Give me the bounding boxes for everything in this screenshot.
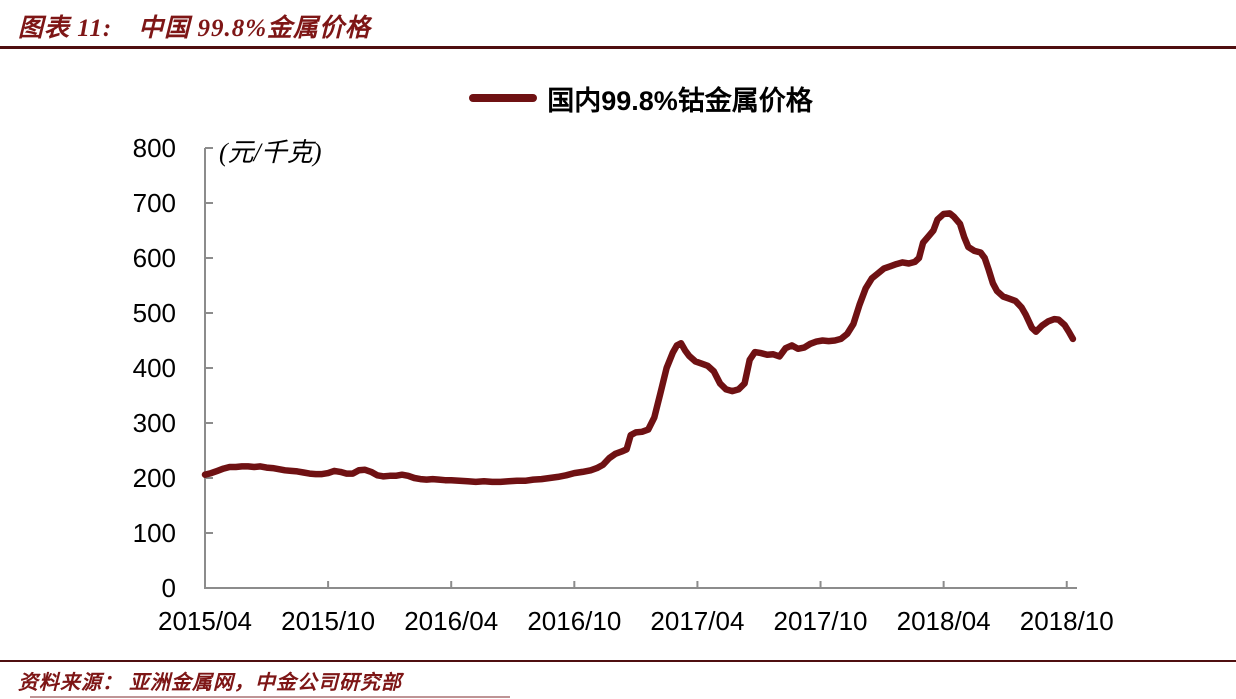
x-axis-tick-label: 2017/04 — [650, 606, 744, 636]
y-axis-tick-label: 200 — [133, 463, 176, 493]
source-note: 资料来源： 亚洲金属网，中金公司研究部 — [18, 672, 402, 694]
chart-title-text: 中国 99.8%金属价格 — [138, 15, 372, 42]
x-axis-tick-label: 2017/10 — [774, 606, 868, 636]
y-axis-tick-label: 500 — [133, 298, 176, 328]
x-axis-tick-label: 2018/04 — [897, 606, 991, 636]
y-axis-tick-label: 700 — [133, 188, 176, 218]
cobalt-price-line — [201, 210, 1077, 486]
x-axis-tick-label: 2015/04 — [158, 606, 252, 636]
x-axis-tick-label: 2015/10 — [281, 606, 375, 636]
y-axis-tick-label: 0 — [162, 573, 176, 603]
x-axis-tick-label: 2016/10 — [527, 606, 621, 636]
x-axis-tick-label: 2016/04 — [404, 606, 498, 636]
y-axis-tick-label: 800 — [133, 133, 176, 163]
title-underline-rule — [0, 46, 1236, 49]
footer-rule — [0, 660, 1236, 662]
chart-title-prefix: 图表 11: — [18, 15, 113, 42]
chart-legend: 国内99.8%钴金属价格 — [205, 82, 1077, 116]
bottom-partial-rule — [30, 696, 510, 698]
axes-line — [204, 148, 1077, 589]
y-axis-tick-label: 600 — [133, 243, 176, 273]
y-axis-tick-label: 300 — [133, 408, 176, 438]
y-axis-tick-label: 400 — [133, 353, 176, 383]
y-axis-tick-label: 100 — [133, 518, 176, 548]
chart-title: 图表 11: 中国 99.8%金属价格 — [18, 8, 371, 44]
legend-series-label: 国内99.8%钴金属价格 — [547, 85, 813, 116]
legend-line-icon — [469, 94, 538, 102]
y-axis-unit-label: (元/千克) — [219, 138, 322, 167]
x-axis-tick-label: 2018/10 — [1020, 606, 1114, 636]
